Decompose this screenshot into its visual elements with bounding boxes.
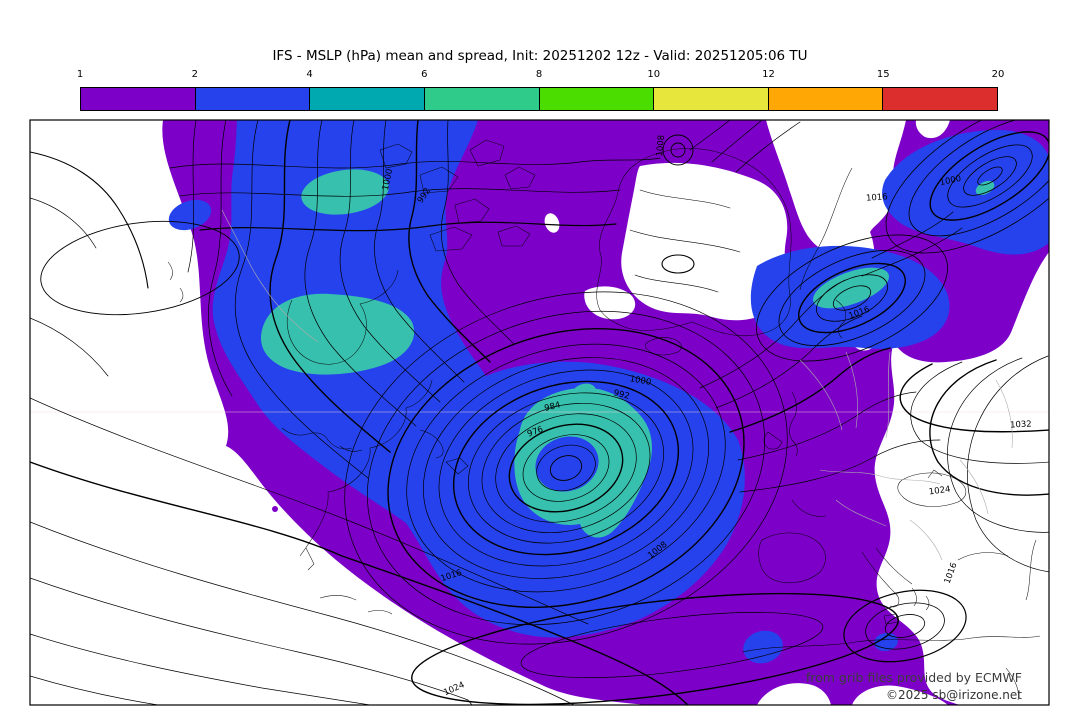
colorbar-segment bbox=[654, 88, 769, 110]
attribution-copyright: ©2025 sb@irizone.net bbox=[886, 688, 1022, 702]
colorbar-tick: 6 bbox=[421, 69, 428, 80]
spread-teal-regions bbox=[260, 169, 995, 538]
colorbar-segment bbox=[883, 88, 997, 110]
contour-label: 1016 bbox=[866, 192, 888, 203]
contour-label: 984 bbox=[543, 400, 561, 414]
contour-label: 1000 bbox=[629, 374, 652, 388]
colorbar-segment bbox=[424, 88, 540, 110]
isobar-contours bbox=[30, 120, 1049, 705]
colorbar-tick: 20 bbox=[991, 69, 1005, 80]
coastlines bbox=[167, 139, 1041, 701]
contour-label: 1000 bbox=[381, 168, 395, 191]
colorbar-tick: 4 bbox=[306, 69, 313, 80]
contour-label: 992 bbox=[612, 388, 630, 402]
contour-label: 1000 bbox=[939, 174, 962, 188]
colorbar-tick: 12 bbox=[762, 69, 775, 80]
contour-label: 1008 bbox=[655, 135, 667, 157]
colorbar-tick: 10 bbox=[647, 69, 661, 80]
colorbar-segment bbox=[195, 88, 311, 110]
colorbar-tick: 2 bbox=[191, 69, 198, 80]
colorbar-segment bbox=[768, 88, 884, 110]
colorbar-ticks: 1 2 4 6 8 10 12 15 20 bbox=[76, 69, 1005, 84]
country-borders bbox=[221, 209, 1013, 561]
colorbar-segment bbox=[310, 88, 425, 110]
purple-speck bbox=[272, 506, 278, 512]
contour-label: 1032 bbox=[1010, 419, 1032, 430]
spread-colorbar bbox=[80, 87, 998, 111]
colorbar-tick: 15 bbox=[876, 69, 890, 80]
colorbar-segment bbox=[539, 88, 655, 110]
chart-title: IFS - MSLP (hPa) mean and spread, Init: … bbox=[272, 48, 808, 64]
colorbar-tick: 1 bbox=[76, 69, 84, 80]
attribution-source: from grib files provided by ECMWF bbox=[806, 670, 1022, 685]
map-border bbox=[29, 119, 1050, 706]
contour-label: 1024 bbox=[928, 485, 951, 498]
colorbar-segment bbox=[81, 88, 196, 110]
colorbar-tick: 8 bbox=[535, 69, 543, 80]
